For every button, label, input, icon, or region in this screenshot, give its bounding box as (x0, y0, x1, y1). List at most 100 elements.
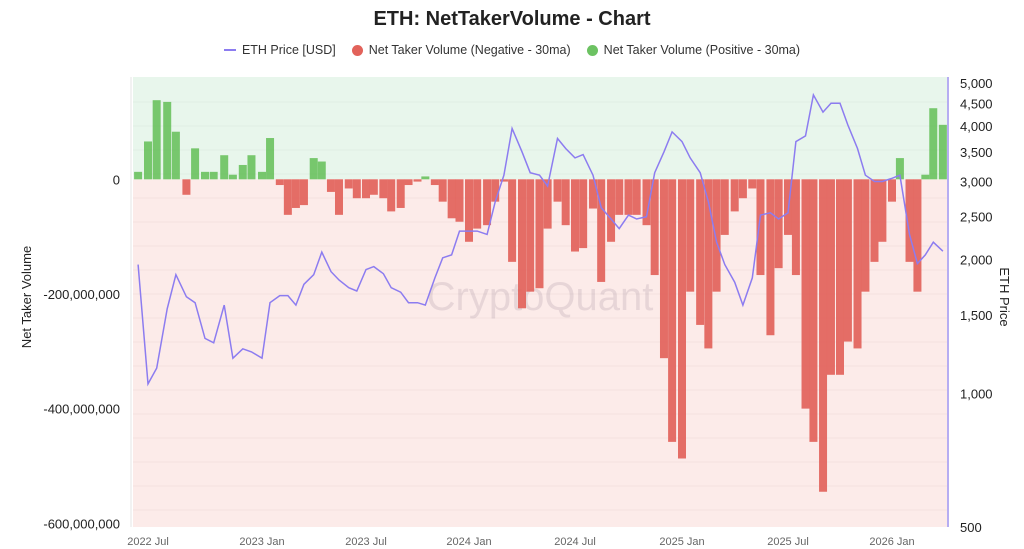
legend-label: Net Taker Volume (Negative - 30ma) (368, 43, 571, 57)
legend-label: Net Taker Volume (Positive - 30ma) (603, 43, 801, 57)
x-axis-tick-label: 2024 Jan (446, 536, 491, 548)
negative-volume-bar (826, 179, 835, 375)
negative-volume-bar (720, 179, 729, 235)
negative-volume-bar (413, 179, 422, 182)
x-axis-tick-label: 2026 Jan (869, 536, 914, 548)
negative-volume-bar (607, 179, 616, 242)
negative-volume-bar (650, 179, 659, 276)
positive-volume-bar (921, 174, 930, 180)
negative-volume-bar (455, 179, 464, 222)
legend-item-positive-volume[interactable]: Net Taker Volume (Positive - 30ma) (586, 43, 801, 57)
negative-volume-bar (334, 179, 343, 215)
right-axis-tick-label: 5,000 (960, 76, 993, 91)
negative-volume-bar (624, 179, 633, 215)
right-axis-title: ETH Price (997, 267, 1012, 326)
negative-volume-bar (299, 179, 308, 206)
right-axis-tick-label: 1,000 (960, 386, 993, 401)
x-axis-tick-label: 2024 Jul (554, 536, 596, 548)
negative-volume-bar (483, 179, 492, 226)
x-axis-tick-label: 2023 Jul (345, 536, 387, 548)
negative-volume-bar (344, 179, 353, 189)
negative-volume-bar (518, 179, 526, 309)
positive-volume-bar (895, 158, 904, 180)
positive-volume-bar (309, 158, 318, 180)
legend: ETH Price [USD] Net Taker Volume (Negati… (0, 43, 1024, 57)
left-axis-tick-label: -200,000,000 (43, 287, 120, 302)
negative-volume-bar (861, 179, 870, 292)
positive-volume-bar (209, 171, 218, 180)
chart-title: ETH: NetTakerVolume - Chart (373, 8, 651, 30)
negative-volume-bar (396, 179, 405, 208)
positive-volume-bar (191, 148, 200, 180)
negative-volume-bar (465, 179, 473, 242)
negative-volume-bar (642, 179, 651, 226)
positive-volume-bar (171, 131, 180, 180)
negative-volume-bar (913, 179, 922, 292)
right-axis-tick-label: 4,500 (960, 96, 993, 111)
negative-volume-bar (352, 179, 361, 199)
line-swatch-icon (223, 49, 236, 51)
negative-volume-bar (878, 179, 887, 242)
left-axis-tick-label: 0 (113, 172, 120, 187)
negative-volume-bar (291, 179, 300, 208)
negative-volume-bar (589, 179, 598, 209)
positive-volume-bar (152, 100, 161, 180)
negative-volume-bar (508, 179, 517, 262)
negative-volume-bar (686, 179, 695, 292)
negative-volume-bar (473, 179, 482, 229)
negative-volume-bar (668, 179, 677, 442)
negative-volume-bar (836, 179, 844, 375)
positive-volume-bar (929, 108, 938, 180)
negative-volume-bar (182, 179, 191, 195)
positive-volume-bar (938, 124, 947, 180)
x-axis-tick-label: 2025 Jan (659, 536, 704, 548)
negative-volume-bar (632, 179, 641, 215)
negative-volume-bar (404, 179, 413, 186)
negative-volume-bar (326, 179, 335, 192)
negative-volume-bar (905, 179, 914, 262)
negative-volume-bar (712, 179, 721, 292)
positive-volume-bar (258, 171, 266, 180)
legend-item-eth-price[interactable]: ETH Price [USD] (223, 43, 336, 57)
positive-volume-bar (228, 174, 237, 180)
negative-volume-bar (738, 179, 747, 199)
negative-volume-bar (756, 179, 765, 276)
positive-volume-bar (421, 176, 430, 180)
right-axis-tick-label: 2,500 (960, 210, 993, 225)
negative-volume-bar (870, 179, 879, 262)
negative-volume-bar (766, 179, 775, 336)
negative-volume-bar (526, 179, 535, 292)
negative-volume-bar (447, 179, 456, 219)
negative-volume-bar (275, 179, 284, 186)
negative-volume-bar (362, 179, 370, 199)
negative-volume-bar (387, 179, 396, 212)
negative-volume-bar (659, 179, 668, 359)
negative-volume-bar (678, 179, 686, 459)
negative-volume-bar (543, 179, 552, 229)
positive-volume-bar (220, 155, 229, 180)
positive-volume-bar (134, 171, 143, 180)
legend-label: ETH Price [USD] (241, 43, 336, 57)
positive-volume-bar (238, 164, 247, 180)
x-axis-tick-label: 2022 Jul (127, 536, 169, 548)
positive-volume-bar (163, 101, 172, 180)
negative-volume-bar (438, 179, 447, 202)
left-axis-tick-label: -400,000,000 (43, 402, 120, 417)
legend-item-negative-volume[interactable]: Net Taker Volume (Negative - 30ma) (351, 43, 571, 57)
negative-volume-bar (553, 179, 562, 202)
green-circle-icon (586, 44, 598, 56)
right-axis-tick-label: 500 (960, 520, 982, 535)
negative-volume-bar (819, 179, 828, 492)
negative-volume-bar (696, 179, 705, 325)
negative-volume-bar (561, 179, 570, 226)
negative-volume-bar (369, 179, 378, 195)
right-axis-tick-label: 3,000 (960, 175, 993, 190)
left-axis-tick-label: -600,000,000 (43, 516, 120, 531)
right-axis-tick-label: 1,500 (960, 308, 993, 323)
eth-price-line (137, 92, 944, 387)
x-axis-tick-label: 2025 Jul (767, 536, 809, 548)
negative-volume-bar (704, 179, 713, 349)
right-axis-tick-label: 4,000 (960, 119, 993, 134)
negative-volume-bar (430, 179, 439, 186)
negative-volume-bar (843, 179, 852, 342)
